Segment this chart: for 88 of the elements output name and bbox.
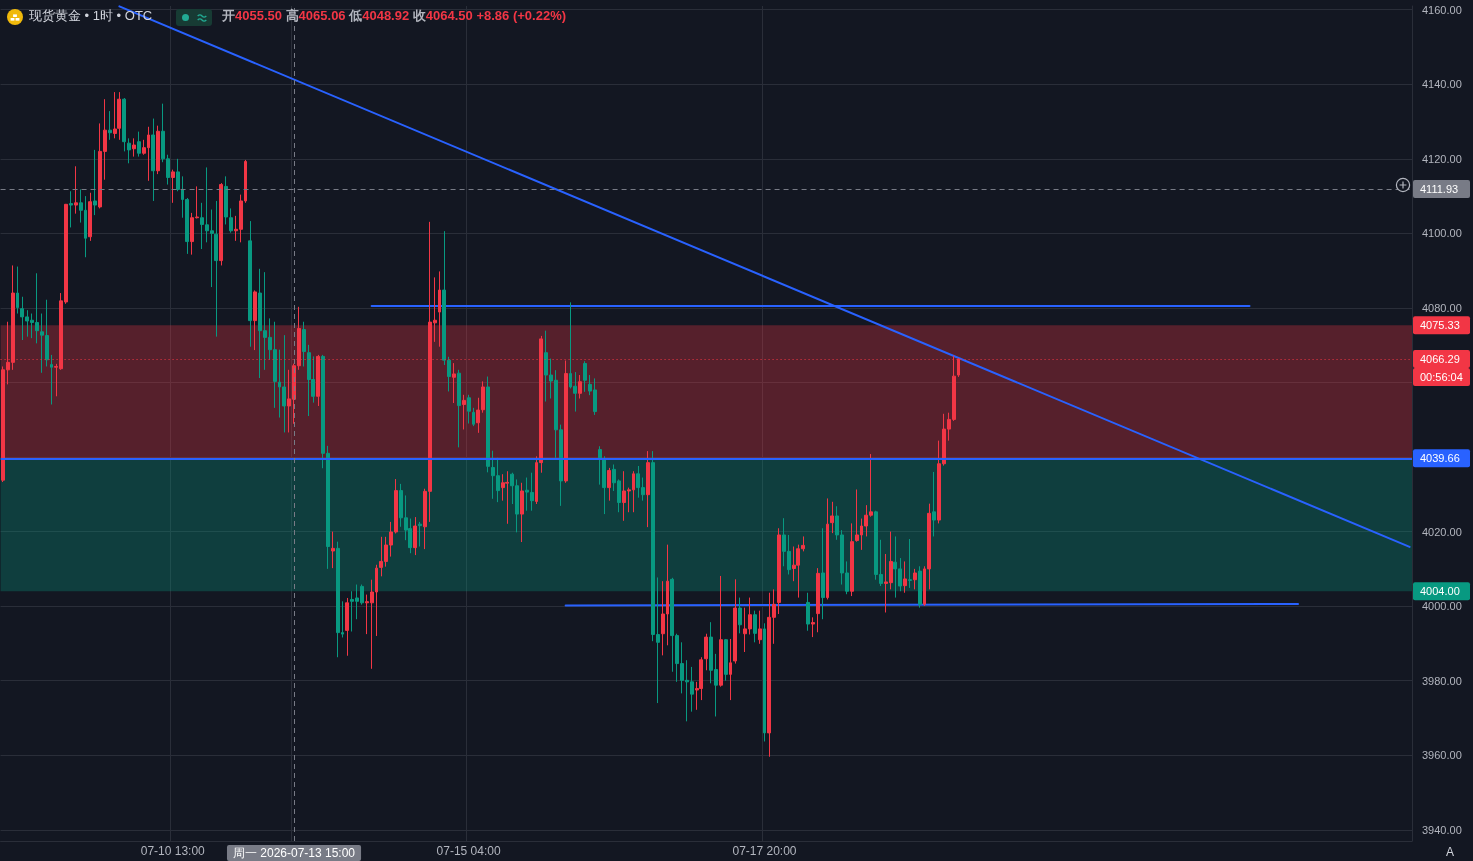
candlestick xyxy=(505,470,509,525)
candlestick xyxy=(816,567,820,633)
ref-line-label: 4066.29 xyxy=(1420,353,1460,366)
candlestick xyxy=(132,137,136,158)
candlestick xyxy=(598,445,602,486)
candlestick xyxy=(811,616,815,638)
candlestick xyxy=(171,169,175,204)
y-tick-label: 3960.00 xyxy=(1422,749,1462,762)
y-tick-label: 4020.00 xyxy=(1422,525,1462,538)
candlestick xyxy=(462,394,466,430)
candlestick xyxy=(88,192,92,242)
x-tick-label: 周一 2026-07-13 15:00 xyxy=(232,846,356,860)
candlestick xyxy=(777,527,781,615)
ref-line-label: 4039.66 xyxy=(1420,452,1460,465)
candlestick xyxy=(758,610,762,645)
candlestick xyxy=(336,541,340,658)
candlestick xyxy=(214,200,218,338)
candlestick xyxy=(413,516,417,556)
y-tick-label: 4000.00 xyxy=(1422,600,1462,613)
candlestick xyxy=(137,131,141,158)
y-tick-label: 3940.00 xyxy=(1422,823,1462,836)
candlestick xyxy=(302,321,306,367)
candlestick xyxy=(578,374,582,400)
candlestick xyxy=(850,522,854,597)
candlestick xyxy=(50,354,53,405)
candlestick xyxy=(719,575,723,688)
candlestick xyxy=(733,578,737,665)
candlestick xyxy=(248,220,252,348)
candlestick xyxy=(151,118,155,202)
candlestick xyxy=(219,182,223,266)
candlestick xyxy=(918,565,922,609)
candlestick xyxy=(806,592,810,632)
candlestick xyxy=(117,91,121,141)
candlestick xyxy=(520,482,524,543)
candlestick xyxy=(932,471,936,537)
band-label: 4004.00 xyxy=(1420,585,1460,598)
candlestick xyxy=(738,597,742,634)
y-tick-label: 3980.00 xyxy=(1422,674,1462,687)
candlestick xyxy=(457,369,461,448)
candlestick xyxy=(176,158,180,192)
y-tick-label: 4120.00 xyxy=(1422,152,1462,165)
candlestick xyxy=(821,527,825,620)
candlestick xyxy=(729,638,732,701)
candlestick xyxy=(122,97,126,152)
candlestick xyxy=(113,91,117,139)
candlestick xyxy=(467,394,471,424)
candlestick xyxy=(93,149,97,216)
text: 00:56:04 xyxy=(1420,371,1463,384)
candlestick xyxy=(903,560,907,594)
candlestick xyxy=(307,344,311,417)
candlestick xyxy=(452,362,456,404)
y-tick-label: 4100.00 xyxy=(1422,227,1462,240)
candlestick xyxy=(913,568,917,590)
candlestick xyxy=(127,137,131,164)
y-tick-label: 4140.00 xyxy=(1422,78,1462,91)
candlestick xyxy=(602,455,606,515)
candlestick xyxy=(472,407,475,427)
y-tick-label: 4080.00 xyxy=(1422,301,1462,314)
x-tick-label: 07-17 20:00 xyxy=(732,844,797,858)
candlestick xyxy=(753,610,757,643)
candlestick xyxy=(830,501,834,534)
candlestick xyxy=(486,376,490,473)
candlestick xyxy=(16,266,19,315)
x-tick-label: 07-15 04:00 xyxy=(436,844,501,858)
candlestick xyxy=(74,165,78,215)
x-tick-label: 07-10 13:00 xyxy=(140,844,206,858)
candlestick xyxy=(908,538,912,589)
candlestick xyxy=(704,633,708,671)
candlestick xyxy=(418,521,422,548)
candlestick xyxy=(108,110,112,141)
candlestick xyxy=(253,289,257,351)
candlestick xyxy=(607,467,611,502)
candlestick xyxy=(438,270,441,348)
candlestick xyxy=(583,360,587,393)
text: A xyxy=(1445,845,1455,859)
candlestick xyxy=(826,497,829,600)
ref-line-label: 4111.93 xyxy=(1420,182,1459,195)
candlestick xyxy=(156,125,160,175)
candlestick xyxy=(69,190,73,228)
candlestick xyxy=(345,597,349,657)
band-label: 4075.33 xyxy=(1420,319,1460,332)
candlestick xyxy=(763,622,766,742)
candlestick xyxy=(724,638,728,682)
candlestick xyxy=(331,531,335,569)
y-tick-label: 4160.00 xyxy=(1422,3,1462,16)
candlestick xyxy=(646,450,650,528)
candlestick xyxy=(282,334,286,433)
text: 开4055.50 高4065.06 低4048.92 收4064.50 +8.86 (+0.22%) xyxy=(222,8,567,23)
